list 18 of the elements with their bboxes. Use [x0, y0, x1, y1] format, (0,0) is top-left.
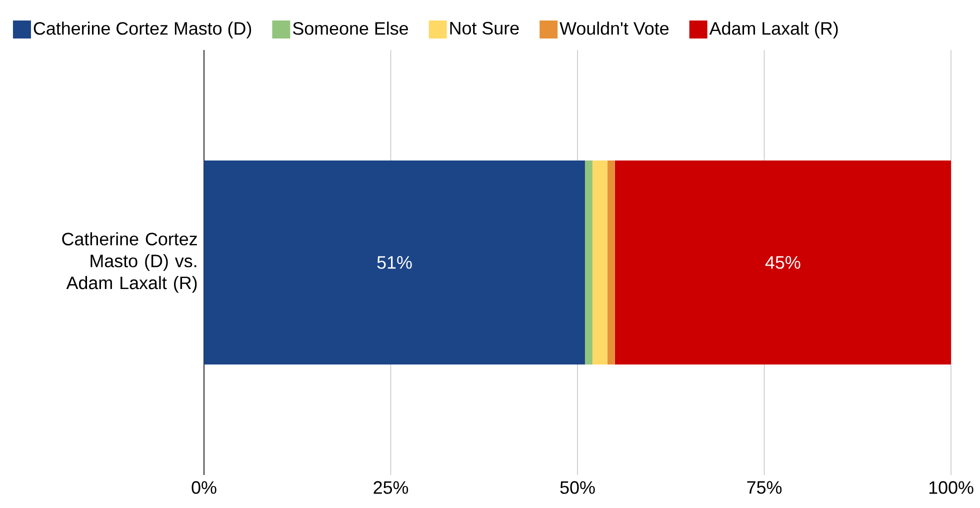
data-label: 51%	[377, 256, 412, 269]
x-tick-label: 0%	[192, 481, 216, 494]
legend-label: Catherine Cortez Masto (D)	[34, 22, 252, 38]
x-tick-label: 25%	[374, 481, 408, 494]
bar	[204, 160, 585, 364]
legend-label: Wouldn't Vote	[560, 22, 669, 35]
x-tick-label: 50%	[560, 481, 595, 494]
legend-label: Not Sure	[450, 22, 519, 35]
x-tick-label: 100%	[929, 481, 974, 494]
bar	[592, 160, 608, 364]
bar	[614, 160, 952, 364]
y-tick-label: Catherine Cortez Masto (D) vs. Adam Laxalt (R)	[62, 232, 197, 293]
x-tick-label: 75%	[747, 481, 782, 494]
bar	[584, 160, 592, 364]
legend-label: Adam Laxalt (R)	[709, 22, 838, 38]
bar	[607, 160, 615, 364]
data-label: 45%	[765, 256, 800, 269]
legend-label: Someone Else	[293, 22, 408, 35]
